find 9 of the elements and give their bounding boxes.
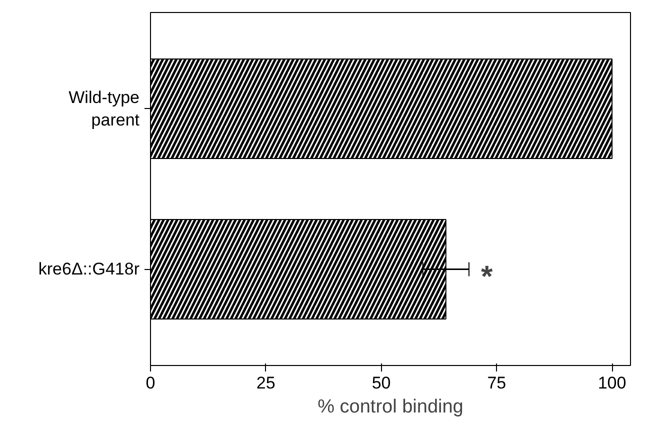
x-axis-title: % control binding — [318, 396, 464, 418]
x-tick-label: 0 — [146, 374, 156, 392]
y-tick-label: Wild-type parent — [68, 88, 140, 130]
x-tick-label: 50 — [372, 374, 391, 392]
annotation: * — [480, 260, 493, 294]
y-tick-label: kre6Δ::G418r — [38, 260, 140, 279]
x-tick-label: 75 — [487, 374, 506, 392]
x-tick-label: 100 — [598, 374, 626, 392]
x-tick-label: 25 — [256, 374, 276, 392]
